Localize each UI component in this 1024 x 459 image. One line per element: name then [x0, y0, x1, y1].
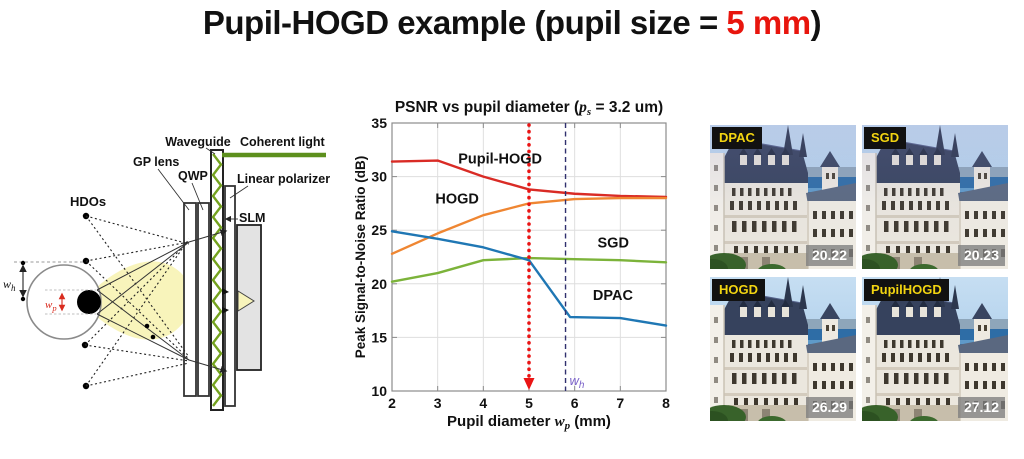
series-label-pupil-hogd: Pupil-HOGD [458, 152, 542, 168]
psnr-value: 20.22 [805, 245, 853, 266]
eye-height-label: wh [3, 277, 16, 293]
diagram-labels: HDOs Waveguide Coherent light GP lens QW… [70, 135, 330, 225]
y-tick-label: 35 [371, 115, 387, 131]
chart-title: PSNR vs pupil diameter (ps = 3.2 um) [395, 99, 663, 118]
x-tick-label: 5 [525, 395, 533, 411]
x-tick-label: 7 [616, 395, 624, 411]
psnr-value: 20.23 [957, 245, 1005, 266]
method-label: DPAC [712, 127, 762, 149]
psnr-chart: 2 3 4 5 6 7 8 10 15 20 25 30 35 wh Pupil-HOGD HOGD SGD DP… [353, 99, 670, 432]
series-label-hogd: HOGD [435, 191, 479, 207]
result-image-hogd: HOGD 26.29 [710, 277, 856, 421]
pupil-measure: wp [45, 289, 96, 315]
eye-beam [97, 261, 196, 340]
method-label: HOGD [712, 279, 765, 301]
coherent-light-label: Coherent light [240, 135, 326, 149]
series-label-sgd: SGD [598, 235, 629, 251]
psnr-value: 27.12 [957, 397, 1005, 418]
ray-crossing-dot [150, 334, 156, 340]
focus-cone [237, 290, 255, 312]
hdos-label: HDOs [70, 194, 106, 209]
psnr-value: 26.29 [805, 397, 853, 418]
y-tick-label: 10 [371, 383, 387, 399]
series-line-dpac [390, 230, 668, 327]
small-arrow [222, 288, 229, 295]
hdo-rays [84, 215, 190, 387]
method-label: SGD [864, 127, 907, 149]
y-tick-label: 30 [371, 169, 387, 185]
pupil-size-marker-arrow [523, 378, 535, 390]
x-tick-label: 2 [388, 395, 396, 411]
waveguide-grating [211, 153, 223, 407]
result-image-pupilhogd: PupilHOGD 27.12 [862, 277, 1008, 421]
optics-diagram: wh wp [3, 135, 330, 411]
slide-title: Pupil-HOGD example (pupil size = 5 mm) [0, 4, 1024, 42]
eye-height-measure: wh [3, 260, 90, 302]
x-tick-label: 3 [434, 395, 442, 411]
y-tick-label: 15 [371, 329, 387, 345]
label-leaders [157, 147, 249, 223]
ray-crossing-dot [144, 323, 150, 329]
y-tick-label: 20 [371, 276, 387, 292]
gp-lens-element [183, 202, 197, 397]
small-arrow [222, 307, 229, 314]
method-label: PupilHOGD [864, 279, 949, 301]
waveguide-label: Waveguide [165, 135, 231, 149]
qwp-label: QWP [178, 169, 208, 183]
y-tick-label: 25 [371, 222, 387, 238]
result-image-dpac: DPAC 20.22 [710, 125, 856, 269]
pupil-width-label: wp [45, 299, 57, 313]
x-tick-label: 6 [571, 395, 579, 411]
eye-pupil [77, 290, 101, 314]
result-image-grid: DPAC 20.22 SGD 20.23 HOGD 26.29 PupilHOG… [710, 125, 1008, 421]
slm-label: SLM [239, 211, 265, 225]
qwp-element [197, 202, 210, 397]
linear-polarizer-element [224, 185, 236, 407]
gp-lens-label: GP lens [133, 155, 179, 169]
result-image-sgd: SGD 20.23 [862, 125, 1008, 269]
title-prefix: Pupil-HOGD example (pupil size = [202, 4, 727, 41]
series-label-dpac: DPAC [593, 288, 634, 304]
y-axis-label: Peak Signal-to-Noise Ratio (dB) [353, 156, 368, 359]
title-highlight: 5 mm [726, 4, 811, 41]
eye-height-marker-label: wh [570, 373, 585, 391]
optical-stack [183, 149, 326, 411]
title-suffix: ) [810, 4, 822, 41]
x-tick-label: 8 [662, 395, 670, 411]
x-axis-label: Pupil diameter wp (mm) [447, 413, 611, 432]
pupil-rays [96, 229, 228, 373]
x-tick-label: 4 [479, 395, 487, 411]
linear-polarizer-label: Linear polarizer [237, 172, 330, 186]
